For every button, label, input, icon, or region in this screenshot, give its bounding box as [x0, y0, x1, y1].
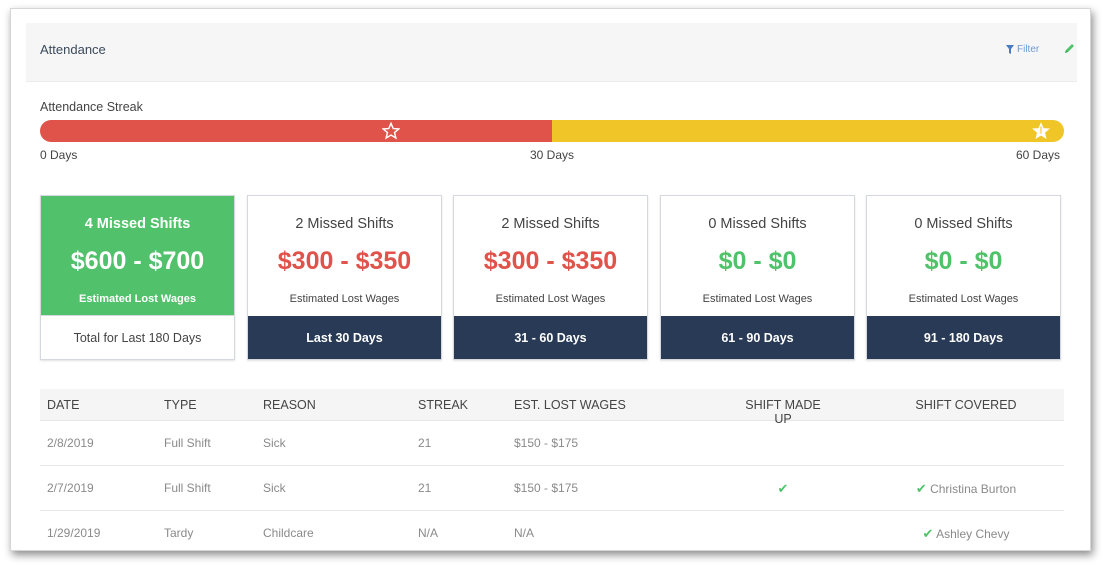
checkmark-icon: ✔ [922, 526, 934, 541]
header-shift-made-up[interactable]: SHIFT MADE UP [745, 398, 821, 426]
cell-covered: ✔ Ashley Chevy [905, 526, 1027, 542]
tick-60-days: 60 Days [1016, 148, 1061, 162]
missed-shifts: 2 Missed Shifts [295, 216, 394, 232]
card-91-180[interactable]: 0 Missed Shifts $0 - $0 Estimated Lost W… [866, 195, 1061, 360]
lost-wages-caption: Estimated Lost Wages [495, 293, 606, 305]
missed-shifts: 0 Missed Shifts [708, 216, 807, 232]
lost-wages-caption: Estimated Lost Wages [908, 293, 1019, 305]
filter-icon [1006, 45, 1014, 54]
lost-wages-range: $600 - $700 [70, 247, 205, 275]
attendance-table: DATE TYPE REASON STREAK EST. LOST WAGES … [40, 389, 1064, 550]
cell-reason: Sick [263, 436, 286, 450]
card-top: 4 Missed Shifts $600 - $700 Estimated Lo… [41, 196, 234, 318]
cell-reason: Sick [263, 481, 286, 495]
cell-type: Full Shift [164, 481, 211, 495]
cell-streak: N/A [418, 526, 439, 540]
card-period: 91 - 180 Days [867, 316, 1060, 359]
table-row[interactable]: 2/8/2019 Full Shift Sick 21 $150 - $175 [40, 421, 1064, 466]
missed-shifts: 0 Missed Shifts [914, 216, 1013, 232]
table-row[interactable]: 1/29/2019 Tardy Childcare N/A N/A ✔ Ashl… [40, 511, 1064, 550]
card-period: Last 30 Days [248, 316, 441, 359]
card-31-60[interactable]: 2 Missed Shifts $300 - $350 Estimated Lo… [453, 195, 648, 360]
header-type[interactable]: TYPE [164, 398, 197, 412]
cell-wages: $150 - $175 [514, 481, 579, 495]
card-total-180[interactable]: 4 Missed Shifts $600 - $700 Estimated Lo… [40, 195, 235, 360]
star-outline-icon [382, 122, 400, 140]
cell-type: Tardy [164, 526, 194, 540]
lost-wages-range: $0 - $0 [924, 247, 1003, 275]
cell-date: 2/8/2019 [47, 436, 94, 450]
card-period: 61 - 90 Days [661, 316, 854, 359]
missed-shifts: 4 Missed Shifts [84, 216, 191, 232]
lost-wages-caption: Estimated Lost Wages [79, 293, 196, 305]
tick-0-days: 0 Days [40, 148, 78, 162]
card-top: 2 Missed Shifts $300 - $350 Estimated Lo… [454, 196, 647, 318]
tick-30-days: 30 Days [530, 148, 575, 162]
attendance-panel: Attendance Filter Attendance Streak 0 Da… [10, 8, 1091, 551]
streak-label: Attendance Streak [40, 100, 143, 114]
cell-reason: Childcare [263, 526, 314, 540]
summary-cards: 4 Missed Shifts $600 - $700 Estimated Lo… [40, 195, 1064, 363]
streak-remaining-segment [552, 120, 1064, 142]
card-top: 0 Missed Shifts $0 - $0 Estimated Lost W… [661, 196, 854, 318]
cell-date: 1/29/2019 [47, 526, 101, 540]
table-row[interactable]: 2/7/2019 Full Shift Sick 21 $150 - $175 … [40, 466, 1064, 511]
lost-wages-range: $300 - $350 [483, 247, 618, 275]
covered-by-name: Christina Burton [930, 482, 1017, 496]
cell-streak: 21 [418, 436, 432, 450]
lost-wages-caption: Estimated Lost Wages [289, 293, 400, 305]
cell-wages: N/A [514, 526, 535, 540]
card-period: Total for Last 180 Days [41, 315, 234, 359]
cell-wages: $150 - $175 [514, 436, 579, 450]
lost-wages-range: $0 - $0 [718, 247, 797, 275]
card-period: 31 - 60 Days [454, 316, 647, 359]
star-icon [1032, 122, 1050, 139]
card-top: 2 Missed Shifts $300 - $350 Estimated Lo… [248, 196, 441, 318]
cell-made-up: ✔ [735, 481, 831, 497]
filter-button[interactable]: Filter [1006, 44, 1039, 55]
card-61-90[interactable]: 0 Missed Shifts $0 - $0 Estimated Lost W… [660, 195, 855, 360]
lost-wages-range: $300 - $350 [277, 247, 412, 275]
header-shift-covered[interactable]: SHIFT COVERED [915, 398, 1017, 412]
header-streak[interactable]: STREAK [418, 398, 469, 412]
header-reason[interactable]: REASON [263, 398, 316, 412]
panel-header: Attendance Filter [26, 23, 1077, 82]
cell-date: 2/7/2019 [47, 481, 94, 495]
covered-by-name: Ashley Chevy [936, 527, 1010, 541]
cell-covered: ✔ Christina Burton [905, 481, 1027, 497]
cell-type: Full Shift [164, 436, 211, 450]
pencil-icon[interactable] [1062, 42, 1076, 56]
panel-title: Attendance [40, 42, 106, 57]
checkmark-icon: ✔ [915, 481, 927, 496]
missed-shifts: 2 Missed Shifts [501, 216, 600, 232]
header-date[interactable]: DATE [47, 398, 80, 412]
card-last-30[interactable]: 2 Missed Shifts $300 - $350 Estimated Lo… [247, 195, 442, 360]
checkmark-icon: ✔ [777, 481, 789, 496]
card-top: 0 Missed Shifts $0 - $0 Estimated Lost W… [867, 196, 1060, 318]
table-header: DATE TYPE REASON STREAK EST. LOST WAGES … [40, 389, 1064, 426]
header-est-lost-wages[interactable]: EST. LOST WAGES [514, 398, 626, 412]
cell-streak: 21 [418, 481, 432, 495]
lost-wages-caption: Estimated Lost Wages [702, 293, 813, 305]
filter-label: Filter [1017, 44, 1040, 55]
streak-progress-bar [40, 120, 1064, 142]
streak-completed-segment [40, 120, 552, 142]
